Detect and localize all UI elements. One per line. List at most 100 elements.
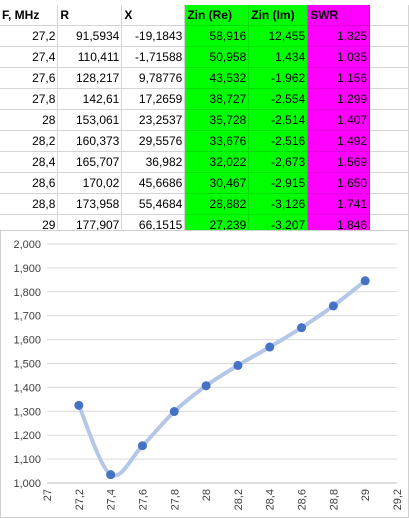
- table-cell[interactable]: 58,916: [184, 25, 250, 47]
- table-cell[interactable]: 28,882: [184, 193, 250, 215]
- table-row: 27,6 128,217 9,78776 43,532 -1,962 1,156: [0, 67, 409, 89]
- table-row: 27,4 110,411 -1,71588 50,958 1,434 1,035: [0, 46, 409, 68]
- table-cell[interactable]: 28,2: [0, 130, 59, 152]
- header-cell[interactable]: F, MHz: [0, 5, 59, 26]
- table-cell[interactable]: -2,554: [248, 88, 309, 110]
- table-cell[interactable]: 45,6686: [121, 172, 186, 194]
- table-cell[interactable]: -1,71588: [121, 46, 186, 68]
- y-tick-label: 1,900: [13, 263, 41, 275]
- table-cell[interactable]: 28,4: [0, 151, 59, 173]
- y-tick-label: 1,100: [13, 454, 41, 466]
- table-cell[interactable]: -1,962: [248, 67, 309, 89]
- table-cell[interactable]: 1,299: [307, 88, 371, 110]
- swr-chart: 1,000 1,100 1,200 1,300 1,400 1,500 1,600 1,700…: [13, 239, 404, 510]
- table-row: 28,4 165,707 36,982 32,022 -2,673 1,569: [0, 151, 409, 173]
- data-point: [360, 276, 370, 286]
- y-tick-label: 2,000: [13, 239, 41, 251]
- table-cell[interactable]: 27,4: [0, 46, 59, 68]
- series-line: [76, 278, 368, 478]
- x-tick-label: 27,6: [137, 489, 149, 510]
- data-point: [328, 301, 338, 311]
- table-cell[interactable]: 1,407: [307, 109, 371, 131]
- data-point: [74, 400, 84, 410]
- table-cell[interactable]: 1,156: [307, 67, 371, 89]
- table-cell[interactable]: 29,5576: [121, 130, 186, 152]
- x-tick-label: 28,4: [265, 489, 277, 510]
- empty-cell[interactable]: [369, 130, 409, 152]
- table-cell[interactable]: 27,2: [0, 25, 59, 47]
- table-cell[interactable]: 153,061: [57, 109, 123, 131]
- table-row: 28,2 160,373 29,5576 33,676 -2,516 1,492: [0, 130, 409, 152]
- table-cell[interactable]: 1,035: [307, 46, 371, 68]
- table-cell[interactable]: 28: [0, 109, 59, 131]
- empty-cell[interactable]: [369, 151, 409, 173]
- header-cell[interactable]: SWR: [307, 5, 371, 26]
- table-row: 27,2 91,5934 -19,1843 58,916 12,455 1,325: [0, 25, 409, 47]
- table-cell[interactable]: 33,676: [184, 130, 250, 152]
- table-cell[interactable]: 142,61: [57, 88, 123, 110]
- table-cell[interactable]: 91,5934: [57, 25, 123, 47]
- table-cell[interactable]: 160,373: [57, 130, 123, 152]
- table-cell[interactable]: 17,2659: [121, 88, 186, 110]
- y-tick-label: 1,700: [13, 311, 41, 323]
- empty-cell[interactable]: [369, 172, 409, 194]
- table-cell[interactable]: 50,958: [184, 46, 250, 68]
- table-cell[interactable]: 128,217: [57, 67, 123, 89]
- table-cell[interactable]: -2,514: [248, 109, 309, 131]
- table-cell[interactable]: 27,6: [0, 67, 59, 89]
- table-cell[interactable]: 32,022: [184, 151, 250, 173]
- header-cell[interactable]: Zin (Im): [248, 5, 309, 26]
- table-cell[interactable]: 1,434: [248, 46, 309, 68]
- table-cell[interactable]: 55,4684: [121, 193, 186, 215]
- table-cell[interactable]: 12,455: [248, 25, 309, 47]
- table-cell[interactable]: 30,467: [184, 172, 250, 194]
- empty-cell[interactable]: [369, 5, 409, 26]
- table-cell[interactable]: 173,958: [57, 193, 123, 215]
- table-cell[interactable]: -3,126: [248, 193, 309, 215]
- data-point: [201, 381, 211, 391]
- empty-cell[interactable]: [369, 88, 409, 110]
- empty-cell[interactable]: [369, 67, 409, 89]
- header-cell[interactable]: R: [57, 5, 123, 26]
- data-point: [233, 360, 243, 370]
- chart-area[interactable]: 1,000 1,100 1,200 1,300 1,400 1,500 1,600 1,700…: [0, 230, 409, 518]
- table-cell[interactable]: 1,569: [307, 151, 371, 173]
- table-cell[interactable]: 36,982: [121, 151, 186, 173]
- table-cell[interactable]: -19,1843: [121, 25, 186, 47]
- empty-cell[interactable]: [369, 46, 409, 68]
- table-cell[interactable]: -2,915: [248, 172, 309, 194]
- data-point: [265, 342, 275, 352]
- table-cell[interactable]: 170,02: [57, 172, 123, 194]
- table-cell[interactable]: 165,707: [57, 151, 123, 173]
- x-tick-label: 27,2: [74, 489, 86, 510]
- table-cell[interactable]: -2,673: [248, 151, 309, 173]
- table-cell[interactable]: 27,8: [0, 88, 59, 110]
- table-cell[interactable]: 9,78776: [121, 67, 186, 89]
- y-tick-label: 1,300: [13, 406, 41, 418]
- x-tick-label: 28,6: [297, 489, 309, 510]
- table-cell[interactable]: 1,741: [307, 193, 371, 215]
- table-row: 28,6 170,02 45,6686 30,467 -2,915 1,650: [0, 172, 409, 194]
- table-cell[interactable]: -2,516: [248, 130, 309, 152]
- table-cell[interactable]: 38,727: [184, 88, 250, 110]
- table-cell[interactable]: 1,650: [307, 172, 371, 194]
- header-cell[interactable]: X: [121, 5, 186, 26]
- table-cell[interactable]: 110,411: [57, 46, 123, 68]
- x-tick-label: 28: [201, 489, 213, 501]
- empty-cell[interactable]: [369, 193, 409, 215]
- header-cell[interactable]: Zin (Re): [184, 5, 250, 26]
- table-row: 28,8 173,958 55,4684 28,882 -3,126 1,741: [0, 193, 409, 215]
- table-row: 28 153,061 23,2537 35,728 -2,514 1,407: [0, 109, 409, 131]
- table-cell[interactable]: 1,325: [307, 25, 371, 47]
- empty-cell[interactable]: [369, 25, 409, 47]
- data-point: [137, 441, 147, 451]
- empty-cell[interactable]: [369, 109, 409, 131]
- x-tick-label: 28,2: [233, 489, 245, 510]
- table-cell[interactable]: 28,8: [0, 193, 59, 215]
- table-cell[interactable]: 43,532: [184, 67, 250, 89]
- table-cell[interactable]: 1,492: [307, 130, 371, 152]
- table-cell[interactable]: 23,2537: [121, 109, 186, 131]
- table-cell[interactable]: 35,728: [184, 109, 250, 131]
- table-cell[interactable]: 28,6: [0, 172, 59, 194]
- y-tick-label: 1,800: [13, 287, 41, 299]
